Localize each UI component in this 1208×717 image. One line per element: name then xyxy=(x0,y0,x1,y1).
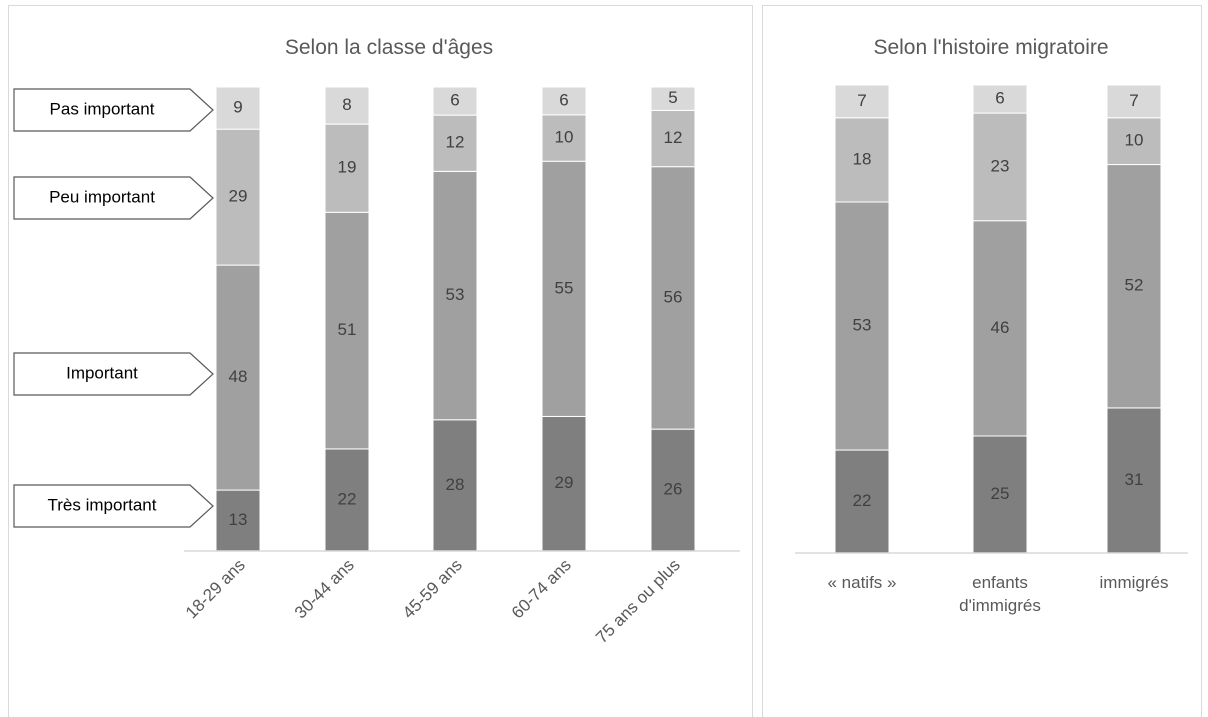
age-bar-segment xyxy=(324,123,370,213)
age-bar-segment xyxy=(324,448,370,552)
age-data-label: 26 xyxy=(664,480,683,499)
age-data-label: 29 xyxy=(555,473,574,492)
age-data-label: 28 xyxy=(446,475,465,494)
mig-bar-segment xyxy=(972,84,1028,114)
age-bar-segment xyxy=(541,415,587,552)
legend-callout-label: Très important xyxy=(48,495,157,514)
legend-callout-arrow xyxy=(13,484,214,528)
mig-data-label: 6 xyxy=(995,89,1004,108)
age-data-label: 22 xyxy=(338,489,357,508)
age-data-label: 10 xyxy=(555,128,574,147)
age-bar-segment xyxy=(650,86,696,111)
mig-data-label: 18 xyxy=(853,149,872,168)
mig-data-label: 46 xyxy=(991,318,1010,337)
age-data-label: 48 xyxy=(229,367,248,386)
mig-bar-segment xyxy=(834,201,890,451)
mig-data-label: 31 xyxy=(1125,470,1144,489)
mig-data-label: 53 xyxy=(853,316,872,335)
age-bar-segment xyxy=(215,86,261,130)
age-data-label: 19 xyxy=(338,158,357,177)
chart-title-age: Selon la classe d'âges xyxy=(285,36,493,59)
mig-data-label: 7 xyxy=(857,91,866,110)
age-bar-segment xyxy=(432,86,478,116)
age-data-label: 29 xyxy=(229,187,248,206)
age-bar-segment xyxy=(215,264,261,491)
age-bar-segment xyxy=(650,166,696,430)
age-bar-segment xyxy=(215,128,261,266)
age-data-label: 12 xyxy=(664,128,683,147)
legend-callout-arrow xyxy=(13,88,214,132)
legend-callout-arrow xyxy=(13,352,214,396)
age-bar-segment xyxy=(541,160,587,417)
mig-data-label: 52 xyxy=(1125,276,1144,295)
bars-age: 13 48 29 9 22 51 19 8 28 53 12 6 29 55 10 6 26 56 12 5 xyxy=(215,86,696,552)
bars-migration: 22 53 18 7 25 46 23 6 31 52 10 7 xyxy=(834,84,1162,554)
age-data-label: 13 xyxy=(229,510,248,529)
age-bar-segment xyxy=(541,86,587,116)
age-data-label: 55 xyxy=(555,278,574,297)
legend-callouts: Pas important Peu important Important Très … xyxy=(13,88,214,528)
age-bar-segment xyxy=(541,114,587,162)
legend-callout-label: Pas important xyxy=(50,99,155,118)
mig-bar-segment xyxy=(834,117,890,203)
age-bar-segment xyxy=(650,109,696,168)
age-bar-segment xyxy=(324,86,370,125)
age-category-label: 60-74 ans xyxy=(508,555,575,622)
age-category-label: 18-29 ans xyxy=(182,555,249,622)
age-data-label: 12 xyxy=(446,133,465,152)
age-category-label: 45-59 ans xyxy=(399,555,466,622)
age-data-label: 53 xyxy=(446,285,465,304)
age-category-label: 30-44 ans xyxy=(291,555,358,622)
age-data-label: 5 xyxy=(668,88,677,107)
category-labels-migration: « natifs » enfants d'immigrés immigrés xyxy=(828,573,1169,615)
age-bar-segment xyxy=(432,114,478,172)
legend-callout-label: Important xyxy=(66,363,138,382)
mig-bar-segment xyxy=(1106,84,1162,119)
migration-category-label: enfants d'immigrés xyxy=(959,573,1041,615)
migration-chart-panel xyxy=(762,5,1202,717)
age-data-label: 51 xyxy=(338,320,357,339)
chart-title-migration: Selon l'histoire migratoire xyxy=(873,36,1108,59)
mig-data-label: 10 xyxy=(1125,131,1144,150)
mig-bar-segment xyxy=(1106,407,1162,554)
mig-bar-segment xyxy=(834,84,890,119)
age-data-label: 8 xyxy=(342,95,351,114)
age-bar-segment xyxy=(650,428,696,552)
mig-bar-segment xyxy=(972,112,1028,222)
migration-category-label: « natifs » xyxy=(828,573,897,592)
category-labels-age: 18-29 ans 30-44 ans 45-59 ans 60-74 ans 75 a… xyxy=(182,555,684,647)
mig-data-label: 22 xyxy=(853,491,872,510)
age-bar-segment xyxy=(324,211,370,450)
age-data-label: 56 xyxy=(664,287,683,306)
age-bar-segment xyxy=(432,419,478,552)
age-data-label: 6 xyxy=(450,91,459,110)
legend-callout-label: Peu important xyxy=(49,187,155,206)
mig-data-label: 25 xyxy=(991,484,1010,503)
age-data-label: 6 xyxy=(559,90,568,109)
age-chart-panel xyxy=(8,5,753,717)
mig-data-label: 23 xyxy=(991,156,1010,175)
age-category-label: 75 ans ou plus xyxy=(592,555,684,647)
mig-data-label: 7 xyxy=(1129,91,1138,110)
age-bar-segment xyxy=(432,170,478,421)
age-data-label: 9 xyxy=(233,98,242,117)
mig-bar-segment xyxy=(834,449,890,554)
migration-category-label: immigrés xyxy=(1100,573,1169,592)
legend-callout-arrow xyxy=(13,176,214,220)
